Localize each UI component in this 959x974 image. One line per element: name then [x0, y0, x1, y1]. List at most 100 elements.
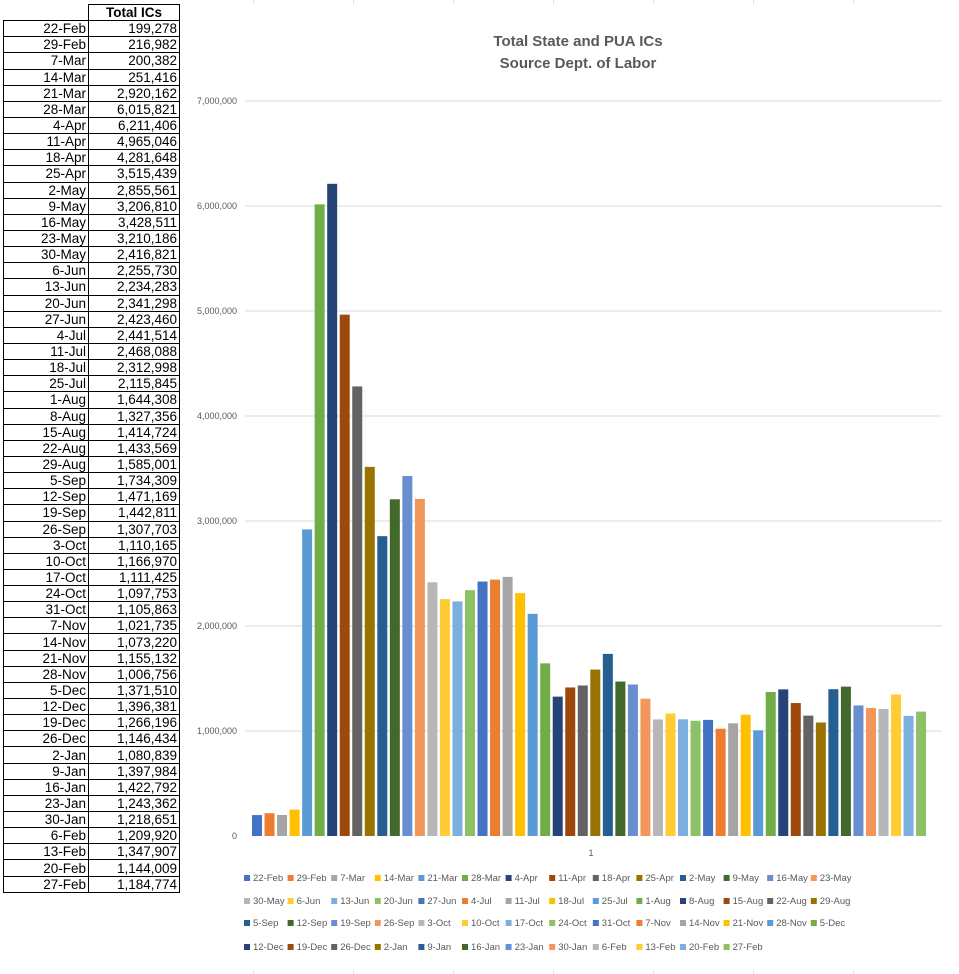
table-cell-date[interactable]: 17-Oct: [3, 568, 89, 587]
legend-entry[interactable]: 9-Jan: [427, 942, 451, 953]
bar-4-apr[interactable]: [327, 183, 338, 837]
table-cell-date[interactable]: 23-May: [3, 229, 89, 248]
legend-entry[interactable]: 1-Aug: [645, 896, 670, 907]
bar-14-mar[interactable]: [289, 809, 300, 836]
table-cell-date[interactable]: 25-Apr: [3, 165, 89, 183]
table-cell-date[interactable]: 2-Jan: [3, 746, 89, 764]
table-cell-total[interactable]: 1,307,703: [88, 520, 180, 538]
table-cell-date[interactable]: 20-Jun: [3, 294, 89, 312]
table-cell-total[interactable]: 3,210,186: [88, 229, 180, 248]
table-cell-total[interactable]: 1,184,774: [88, 875, 180, 893]
legend-entry[interactable]: 21-Mar: [427, 873, 457, 884]
table-cell-date[interactable]: 13-Jun: [3, 278, 89, 296]
bar-7-nov[interactable]: [715, 728, 726, 836]
table-cell-date[interactable]: 31-Oct: [3, 601, 89, 619]
table-cell-total[interactable]: 1,073,220: [88, 633, 180, 651]
bar-26-sep[interactable]: [640, 698, 651, 836]
table-cell-date[interactable]: 8-Aug: [3, 407, 89, 425]
table-cell-total[interactable]: 1,144,009: [88, 859, 180, 877]
legend-entry[interactable]: 12-Sep: [297, 918, 328, 929]
bar-26-dec[interactable]: [803, 715, 814, 836]
table-cell-date[interactable]: 11-Jul: [3, 342, 89, 361]
legend-entry[interactable]: 22-Feb: [253, 873, 283, 884]
table-cell-total[interactable]: 4,281,648: [88, 149, 180, 167]
table-cell-total[interactable]: 1,396,381: [88, 698, 180, 716]
table-cell-date[interactable]: 7-Mar: [3, 52, 89, 70]
bar-1-aug[interactable]: [540, 663, 551, 836]
legend-entry[interactable]: 7-Nov: [645, 918, 671, 929]
legend-entry[interactable]: 9-May: [733, 873, 760, 884]
table-cell-date[interactable]: 9-Jan: [3, 762, 89, 780]
table-cell-total[interactable]: 2,115,845: [88, 375, 180, 393]
table-cell-total[interactable]: 1,080,839: [88, 746, 180, 764]
table-cell-total[interactable]: 2,341,298: [88, 294, 180, 312]
bar-15-aug[interactable]: [565, 687, 576, 836]
bar-29-feb[interactable]: [264, 813, 275, 836]
table-cell-total[interactable]: 2,855,561: [88, 181, 180, 199]
legend-entry[interactable]: 21-Nov: [733, 918, 764, 929]
legend-entry[interactable]: 4-Apr: [515, 873, 538, 884]
table-cell-date[interactable]: 29-Feb: [3, 36, 89, 54]
legend-entry[interactable]: 22-Aug: [776, 896, 807, 907]
bar-25-jul[interactable]: [527, 613, 538, 836]
table-cell-total[interactable]: 1,111,425: [88, 568, 180, 587]
legend-entry[interactable]: 28-Mar: [471, 873, 501, 884]
bar-16-jan[interactable]: [840, 686, 851, 836]
legend-entry[interactable]: 29-Feb: [297, 873, 327, 884]
table-cell-date[interactable]: 11-Apr: [3, 133, 89, 151]
legend-entry[interactable]: 10-Oct: [471, 918, 500, 929]
table-cell-date[interactable]: 27-Jun: [3, 310, 89, 328]
table-cell-total[interactable]: 3,428,511: [88, 213, 180, 231]
table-cell-date[interactable]: 5-Dec: [3, 681, 89, 700]
table-cell-total[interactable]: 2,255,730: [88, 262, 180, 280]
table-cell-date[interactable]: 3-Oct: [3, 536, 89, 554]
table-cell-date[interactable]: 28-Nov: [3, 665, 89, 683]
bar-6-jun[interactable]: [439, 599, 450, 836]
bar-28-nov[interactable]: [753, 730, 764, 836]
bar-chart[interactable]: Total State and PUA ICs Source Dept. of …: [180, 4, 956, 970]
table-cell-date[interactable]: 22-Aug: [3, 439, 89, 457]
bar-21-nov[interactable]: [740, 714, 751, 836]
table-cell-total[interactable]: 1,209,920: [88, 827, 180, 845]
table-cell-total[interactable]: 1,110,165: [88, 536, 180, 554]
table-cell-total[interactable]: 200,382: [88, 52, 180, 70]
table-cell-date[interactable]: 12-Dec: [3, 698, 89, 716]
legend-entry[interactable]: 6-Feb: [602, 942, 627, 953]
table-cell-total[interactable]: 2,441,514: [88, 326, 180, 344]
table-cell-total[interactable]: 1,021,735: [88, 617, 180, 635]
bar-8-aug[interactable]: [552, 696, 563, 836]
bar-28-mar[interactable]: [314, 204, 325, 837]
legend-entry[interactable]: 2-Jan: [384, 942, 408, 953]
table-cell-total[interactable]: 251,416: [88, 68, 180, 86]
table-cell-total[interactable]: 2,312,998: [88, 359, 180, 377]
table-cell-date[interactable]: 16-May: [3, 213, 89, 231]
legend-entry[interactable]: 16-May: [776, 873, 808, 884]
bar-27-feb[interactable]: [916, 711, 927, 836]
table-cell-date[interactable]: 4-Jul: [3, 326, 89, 344]
table-cell-date[interactable]: 2-May: [3, 181, 89, 199]
legend-entry[interactable]: 27-Jun: [427, 896, 456, 907]
table-cell-date[interactable]: 21-Mar: [3, 84, 89, 102]
table-cell-date[interactable]: 10-Oct: [3, 552, 89, 570]
table-cell-total[interactable]: 1,471,169: [88, 488, 180, 506]
legend-entry[interactable]: 6-Jun: [297, 896, 321, 907]
legend-entry[interactable]: 17-Oct: [515, 918, 544, 929]
table-cell-date[interactable]: 9-May: [3, 197, 89, 215]
table-cell-total[interactable]: 2,423,460: [88, 310, 180, 328]
bar-2-jan[interactable]: [815, 722, 826, 836]
table-cell-total[interactable]: 3,515,439: [88, 165, 180, 183]
bar-23-jan[interactable]: [853, 705, 864, 836]
bar-27-jun[interactable]: [477, 581, 488, 836]
legend-entry[interactable]: 31-Oct: [602, 918, 631, 929]
bar-20-feb[interactable]: [903, 715, 914, 836]
bar-21-mar[interactable]: [302, 529, 313, 836]
table-cell-date[interactable]: 14-Nov: [3, 633, 89, 651]
table-cell-total[interactable]: 1,105,863: [88, 601, 180, 619]
legend-entry[interactable]: 19-Dec: [297, 942, 328, 953]
legend-entry[interactable]: 11-Apr: [558, 873, 586, 884]
table-cell-total[interactable]: 1,422,792: [88, 778, 180, 796]
bar-6-feb[interactable]: [878, 708, 889, 836]
bar-9-jan[interactable]: [828, 689, 839, 836]
legend-entry[interactable]: 2-May: [689, 873, 716, 884]
legend-entry[interactable]: 26-Dec: [340, 942, 371, 953]
